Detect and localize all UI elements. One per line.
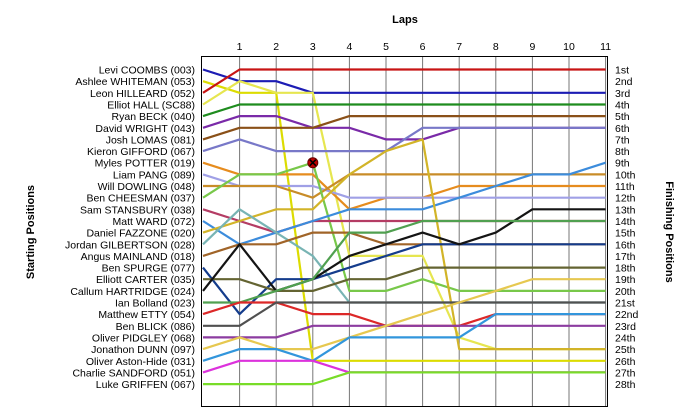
lap-tick-label: 10 [563, 41, 575, 53]
finishing-position-label: 4th [615, 99, 630, 111]
starting-position-label: Oliver Aston-Hide (031) [86, 356, 195, 368]
starting-position-label: Ashlee WHITEMAN (053) [75, 76, 195, 88]
series-line [203, 219, 606, 304]
lap-tick-label: 6 [420, 41, 426, 53]
starting-position-label: Myles POTTER (019) [95, 158, 195, 170]
finishing-position-label: 6th [615, 123, 630, 135]
finishing-position-label: 23rd [615, 321, 636, 333]
series-line [203, 371, 606, 386]
finishing-position-label: 14th [615, 216, 636, 228]
finishing-position-label: 25th [615, 344, 636, 356]
series-line [202, 359, 606, 374]
lap-tick-label: 11 [600, 41, 611, 53]
series-line [202, 161, 606, 246]
annotations [307, 157, 319, 169]
starting-position-label: Ian Bolland (023) [115, 298, 195, 310]
lap-tick-label: 8 [493, 41, 499, 53]
lap-tick-label: 9 [529, 41, 535, 53]
starting-position-label: Matthew ETTY (054) [98, 309, 195, 321]
series-line [203, 266, 606, 292]
series-line [202, 80, 606, 351]
starting-position-label: Liam PANG (089) [113, 169, 195, 181]
series-line [202, 80, 606, 362]
starting-position-label: Josh LOMAS (081) [106, 134, 195, 146]
starting-position-label: Sam STANSBURY (038) [80, 204, 195, 216]
starting-position-label: Ben SPURGE (077) [102, 263, 195, 275]
series-line [202, 313, 606, 362]
starting-position-label: Matt WARD (072) [113, 216, 195, 228]
series-line [202, 243, 606, 316]
series-line [203, 324, 606, 339]
starting-position-label: Callum HARTRIDGE (024) [70, 286, 195, 298]
starting-position-label: Ben BLICK (086) [116, 321, 195, 333]
lap-tick-label: 2 [273, 41, 279, 53]
finishing-position-label: 2nd [615, 76, 633, 88]
series-line [202, 68, 606, 94]
lap-tick-label: 7 [456, 41, 462, 53]
finishing-position-label: 10th [615, 169, 636, 181]
red-x-marker-cross [309, 159, 317, 167]
starting-position-label: Luke GRIFFEN (067) [96, 379, 195, 391]
finishing-position-label: 24th [615, 332, 636, 344]
chart-title: Laps [392, 14, 418, 26]
series-line [202, 278, 606, 351]
series-line [202, 138, 606, 351]
series-line [202, 208, 606, 292]
starting-position-label: Jordan GILBERTSON (028) [65, 239, 195, 251]
finishing-position-label: 1st [615, 65, 629, 77]
starting-position-label: Will DOWLING (048) [98, 181, 195, 193]
starting-position-labels: Levi COOMBS (003)Ashlee WHITEMAN (053)Le… [65, 65, 195, 392]
finishing-position-label: 26th [615, 356, 636, 368]
finishing-position-label: 5th [615, 111, 630, 123]
plot-frame [201, 56, 608, 407]
starting-position-label: Jonathon DUNN (097) [91, 344, 195, 356]
series-line [202, 161, 606, 292]
finishing-position-label: 22nd [615, 309, 639, 321]
finishing-position-label: 12th [615, 193, 636, 205]
starting-position-label: Elliott CARTER (035) [96, 274, 195, 286]
starting-position-label: Kieron GIFFORD (067) [87, 146, 195, 158]
finishing-position-label: 8th [615, 146, 630, 158]
starting-position-label: Daniel FAZZONE (020) [86, 228, 195, 240]
lap-tick-label: 5 [383, 41, 389, 53]
starting-position-label: Angus MAINLAND (018) [81, 251, 195, 263]
starting-position-label: Oliver PIDGLEY (068) [92, 332, 195, 344]
finishing-position-label: 11th [615, 181, 635, 193]
lap-tick-label: 1 [237, 41, 243, 53]
lap-tick-label: 4 [346, 41, 352, 53]
finishing-position-label: 27th [615, 367, 636, 379]
starting-position-label: Charlie SANDFORD (051) [72, 367, 195, 379]
finishing-position-label: 13th [615, 204, 636, 216]
lap-tick-label: 3 [310, 41, 316, 53]
finishing-position-label: 3rd [615, 88, 630, 100]
finishing-position-label: 20th [615, 286, 636, 298]
red-x-marker [307, 157, 319, 169]
series-line [202, 103, 606, 118]
starting-position-label: David WRIGHT (043) [95, 123, 195, 135]
starting-position-label: Ryan BECK (040) [112, 111, 195, 123]
starting-position-label: Leon HILLEARD (052) [90, 88, 195, 100]
finishing-position-label: 15th [615, 228, 636, 240]
finishing-position-labels: 1st2nd3rd4th5th6th7th8th9th10th11th12th1… [615, 65, 639, 392]
starting-position-label: Ben CHEESMAN (037) [86, 193, 195, 205]
left-axis-title: Starting Positions [25, 185, 37, 279]
lap-tick-labels: 1 2 3 4 5 6 7 8 9 10 11 [237, 41, 612, 53]
finishing-position-label: 18th [615, 263, 636, 275]
starting-position-label: Elliot HALL (SC88) [107, 99, 195, 111]
series-lines [202, 68, 606, 386]
series-line [202, 126, 606, 153]
series-line [202, 68, 606, 94]
finishing-position-label: 19th [615, 274, 636, 286]
finishing-position-label: 16th [615, 239, 636, 251]
series-line [202, 114, 606, 141]
right-axis-title: Finishing Positions [663, 181, 675, 282]
finishing-position-label: 21st [615, 298, 635, 310]
series-line [203, 301, 606, 327]
finishing-position-label: 7th [615, 134, 630, 146]
finishing-position-label: 9th [615, 158, 630, 170]
finishing-position-label: 28th [615, 379, 636, 391]
finishing-position-label: 17th [615, 251, 636, 263]
starting-position-label: Levi COOMBS (003) [99, 65, 195, 77]
